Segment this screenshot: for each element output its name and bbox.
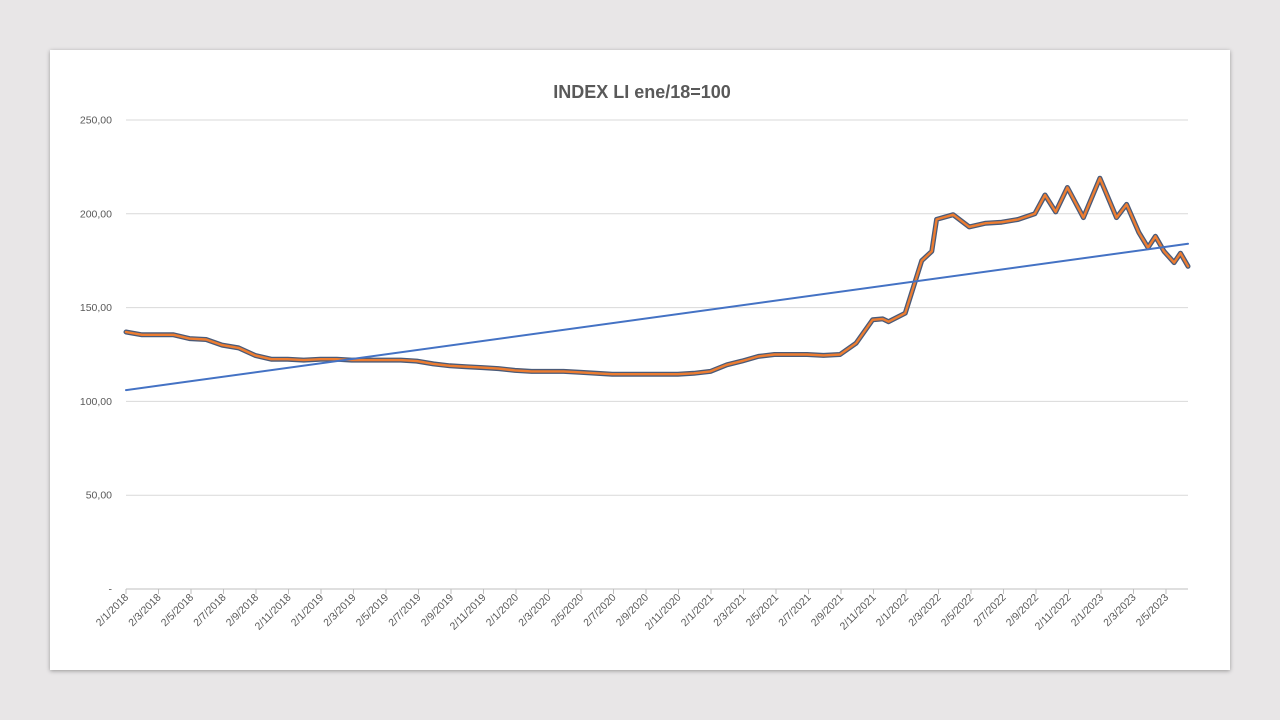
y-axis: - 50,00 100,00 150,00 200,00 250,00 xyxy=(80,115,113,596)
x-tick-label: 2/1/2023 xyxy=(1069,592,1106,629)
y-tick-label: 200,00 xyxy=(80,208,112,220)
x-tick-label: 2/1/2018 xyxy=(94,592,131,629)
x-tick-label: 2/5/2021 xyxy=(744,592,781,629)
x-tick-label: 2/7/2018 xyxy=(191,592,228,629)
x-tick-label: 2/3/2018 xyxy=(126,592,163,629)
x-tick-label: 2/7/2019 xyxy=(386,592,423,629)
x-tick-label: 2/1/2021 xyxy=(679,592,716,629)
chart-card: INDEX LI ene/18=100 - 50,00 100,00 150,00 20… xyxy=(50,50,1230,670)
chart-svg: INDEX LI ene/18=100 - 50,00 100,00 150,00 20… xyxy=(50,50,1230,670)
x-tick-label: 2/3/2023 xyxy=(1101,592,1138,629)
series-line-index xyxy=(126,178,1188,374)
x-tick-label: 2/11/2019 xyxy=(448,592,489,633)
x-tick-label: 2/7/2022 xyxy=(971,592,1008,629)
y-tick-label: 100,00 xyxy=(80,396,112,408)
x-tick-label: 2/5/2022 xyxy=(939,592,976,629)
x-tick-label: 2/5/2020 xyxy=(549,592,586,629)
x-tick-label: 2/5/2023 xyxy=(1134,592,1171,629)
x-tick-label: 2/11/2018 xyxy=(253,592,294,633)
gridlines xyxy=(126,120,1188,495)
x-tick-label: 2/3/2022 xyxy=(906,592,943,629)
x-tick-label: 2/5/2018 xyxy=(159,592,196,629)
series-line-outline xyxy=(126,178,1188,374)
x-tick-label: 2/11/2022 xyxy=(1033,592,1074,633)
y-tick-label: 50,00 xyxy=(86,490,112,502)
x-tick-label: 2/1/2020 xyxy=(484,592,521,629)
series-line-trend xyxy=(126,244,1188,390)
x-tick-label: 2/11/2021 xyxy=(838,592,879,633)
chart-title: INDEX LI ene/18=100 xyxy=(553,82,731,102)
x-tick-label: 2/7/2020 xyxy=(581,592,618,629)
y-tick-label: 250,00 xyxy=(80,115,112,127)
x-axis: 2/1/20182/3/20182/5/20182/7/20182/9/2018… xyxy=(94,589,1188,633)
x-tick-label: 2/3/2021 xyxy=(711,592,748,629)
x-tick-label: 2/3/2020 xyxy=(516,592,553,629)
x-tick-label: 2/1/2022 xyxy=(874,592,911,629)
y-tick-label: 150,00 xyxy=(80,302,112,314)
x-tick-label: 2/3/2019 xyxy=(321,592,358,629)
series-group xyxy=(126,178,1188,390)
x-tick-label: 2/5/2019 xyxy=(354,592,391,629)
x-tick-label: 2/7/2021 xyxy=(776,592,813,629)
x-tick-label: 2/1/2019 xyxy=(289,592,326,629)
y-tick-label: - xyxy=(109,584,113,596)
x-tick-label: 2/11/2020 xyxy=(643,592,684,633)
